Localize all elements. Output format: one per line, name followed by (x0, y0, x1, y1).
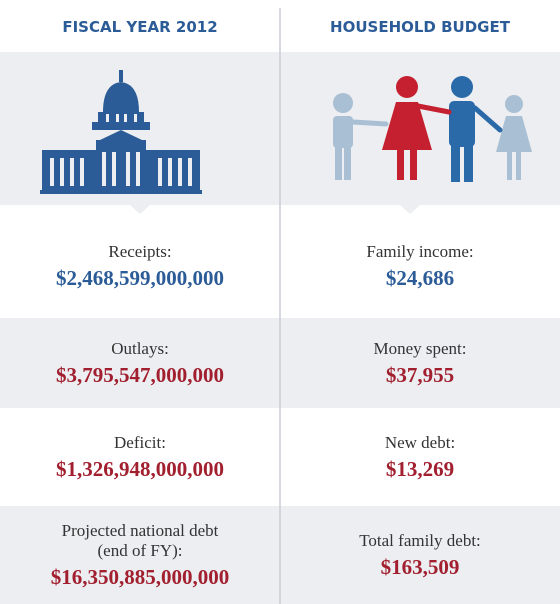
value: $3,795,547,000,000 (56, 362, 224, 387)
label: Total family debt: (359, 530, 481, 550)
value: $163,509 (380, 554, 460, 579)
value: $16,350,885,000,000 (50, 564, 230, 589)
value: $24,686 (385, 266, 455, 290)
label: Receipts: (108, 242, 172, 261)
label: Money spent: (373, 338, 467, 358)
label: Family income: (366, 242, 474, 261)
row: Outlays: $3,795,547,000,000 Money spent: $… (0, 318, 560, 408)
value: $1,326,948,000,000 (56, 456, 224, 481)
right-title: HOUSEHOLD BUDGET (330, 18, 510, 36)
label: Projected national debt (end of FY): (61, 520, 219, 560)
left-title: FISCAL YEAR 2012 (62, 18, 218, 36)
label: New debt: (384, 432, 456, 452)
label: Outlays: (111, 338, 169, 358)
family-icon (333, 76, 532, 182)
row: Deficit: $1,326,948,000,000 New debt: $13,… (0, 408, 560, 506)
value: $37,955 (385, 362, 455, 387)
value: $13,269 (385, 456, 455, 481)
value: $2,468,599,000,000 (56, 266, 224, 290)
label: Deficit: (114, 432, 166, 452)
row: Projected national debt (end of FY): $16,… (0, 506, 560, 604)
row: Receipts: $2,468,599,000,000 Family incom… (0, 215, 560, 318)
capitol-icon (40, 70, 202, 194)
